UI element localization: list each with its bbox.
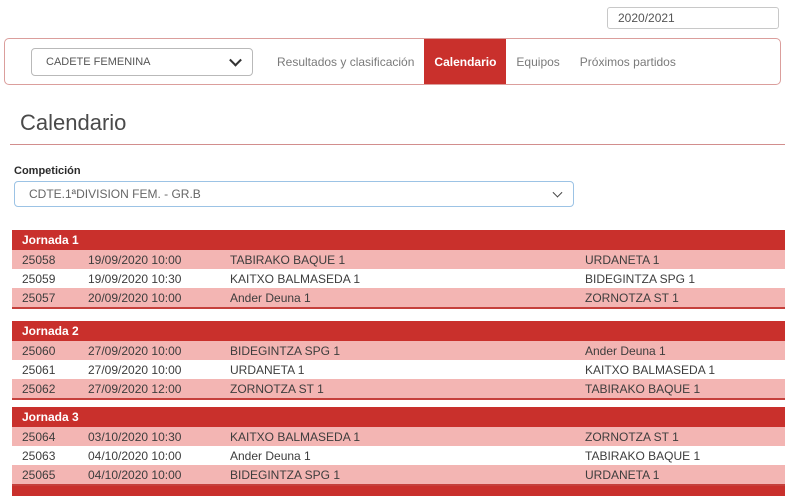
match-row[interactable]: 25065 04/10/2020 10:00 BIDEGINTZA SPG 1 … — [12, 465, 785, 484]
competition-section: Competición CDTE.1ªDIVISION FEM. - GR.B — [14, 165, 785, 207]
home-team: BIDEGINTZA SPG 1 — [230, 467, 341, 482]
match-id: 25065 — [22, 467, 56, 482]
match-id: 25059 — [22, 271, 56, 286]
jornada-2-section: Jornada 2 25060 27/09/2020 10:00 BIDEGIN… — [12, 321, 785, 400]
away-team: URDANETA 1 — [585, 467, 660, 482]
match-datetime: 19/09/2020 10:00 — [88, 252, 182, 267]
calendar-sections: Jornada 1 25058 19/09/2020 10:00 TABIRAK… — [12, 230, 785, 496]
match-id: 25058 — [22, 252, 56, 267]
match-row[interactable]: 25061 27/09/2020 10:00 URDANETA 1 KAITXO… — [12, 360, 785, 379]
match-datetime: 20/09/2020 10:00 — [88, 290, 182, 305]
next-jornada-header-partial — [12, 486, 785, 496]
main-navbar: CADETE FEMENINA Resultados y clasificaci… — [4, 38, 781, 85]
away-team: URDANETA 1 — [585, 252, 660, 267]
match-id: 25061 — [22, 362, 56, 377]
match-datetime: 27/09/2020 12:00 — [88, 381, 182, 396]
match-id: 25060 — [22, 343, 56, 358]
match-datetime: 27/09/2020 10:00 — [88, 343, 182, 358]
competition-select[interactable]: CDTE.1ªDIVISION FEM. - GR.B — [14, 181, 574, 207]
away-team: KAITXO BALMASEDA 1 — [585, 362, 716, 377]
match-datetime: 03/10/2020 10:30 — [88, 429, 182, 444]
match-id: 25057 — [22, 290, 56, 305]
match-datetime: 04/10/2020 10:00 — [88, 448, 182, 463]
tab-resultados[interactable]: Resultados y clasificación — [277, 54, 415, 69]
match-id: 25063 — [22, 448, 56, 463]
tab-proximos-partidos[interactable]: Próximos partidos — [579, 54, 676, 69]
away-team: BIDEGINTZA SPG 1 — [585, 271, 696, 286]
jornada-header: Jornada 3 — [12, 407, 785, 427]
chevron-down-icon — [229, 53, 242, 67]
match-row[interactable]: 25060 27/09/2020 10:00 BIDEGINTZA SPG 1 … — [12, 341, 785, 360]
tab-calendario[interactable]: Calendario — [424, 39, 507, 84]
top-bar — [0, 0, 785, 38]
jornada-header: Jornada 2 — [12, 321, 785, 341]
match-row[interactable]: 25064 03/10/2020 10:30 KAITXO BALMASEDA … — [12, 427, 785, 446]
jornada-1-section: Jornada 1 25058 19/09/2020 10:00 TABIRAK… — [12, 230, 785, 309]
match-row[interactable]: 25059 19/09/2020 10:30 KAITXO BALMASEDA … — [12, 269, 785, 288]
match-datetime: 27/09/2020 10:00 — [88, 362, 182, 377]
category-select[interactable]: CADETE FEMENINA — [31, 47, 253, 76]
match-id: 25062 — [22, 381, 56, 396]
home-team: ZORNOTZA ST 1 — [230, 381, 324, 396]
home-team: Ander Deuna 1 — [230, 448, 311, 463]
title-divider — [10, 144, 785, 145]
chevron-down-icon — [552, 187, 563, 198]
season-input[interactable] — [607, 7, 779, 29]
away-team: Ander Deuna 1 — [585, 343, 666, 358]
match-row[interactable]: 25062 27/09/2020 12:00 ZORNOTZA ST 1 TAB… — [12, 379, 785, 398]
competition-label: Competición — [14, 165, 81, 177]
competition-select-value: CDTE.1ªDIVISION FEM. - GR.B — [29, 187, 201, 201]
away-team: TABIRAKO BAQUE 1 — [585, 448, 701, 463]
match-datetime: 19/09/2020 10:30 — [88, 271, 182, 286]
home-team: Ander Deuna 1 — [230, 290, 311, 305]
match-datetime: 04/10/2020 10:00 — [88, 467, 182, 482]
away-team: ZORNOTZA ST 1 — [585, 290, 679, 305]
nav-tabs: Resultados y clasificación Calendario Eq… — [267, 39, 686, 84]
home-team: BIDEGINTZA SPG 1 — [230, 343, 341, 358]
match-id: 25064 — [22, 429, 56, 444]
tab-equipos[interactable]: Equipos — [516, 54, 560, 69]
page-title: Calendario — [20, 110, 127, 135]
home-team: KAITXO BALMASEDA 1 — [230, 429, 361, 444]
category-select-value: CADETE FEMENINA — [46, 55, 151, 68]
away-team: ZORNOTZA ST 1 — [585, 429, 679, 444]
jornada-3-section: Jornada 3 25064 03/10/2020 10:30 KAITXO … — [12, 407, 785, 486]
home-team: URDANETA 1 — [230, 362, 305, 377]
away-team: TABIRAKO BAQUE 1 — [585, 381, 701, 396]
home-team: KAITXO BALMASEDA 1 — [230, 271, 361, 286]
jornada-header: Jornada 1 — [12, 230, 785, 250]
match-row[interactable]: 25057 20/09/2020 10:00 Ander Deuna 1 ZOR… — [12, 288, 785, 307]
match-row[interactable]: 25058 19/09/2020 10:00 TABIRAKO BAQUE 1 … — [12, 250, 785, 269]
match-row[interactable]: 25063 04/10/2020 10:00 Ander Deuna 1 TAB… — [12, 446, 785, 465]
home-team: TABIRAKO BAQUE 1 — [230, 252, 346, 267]
